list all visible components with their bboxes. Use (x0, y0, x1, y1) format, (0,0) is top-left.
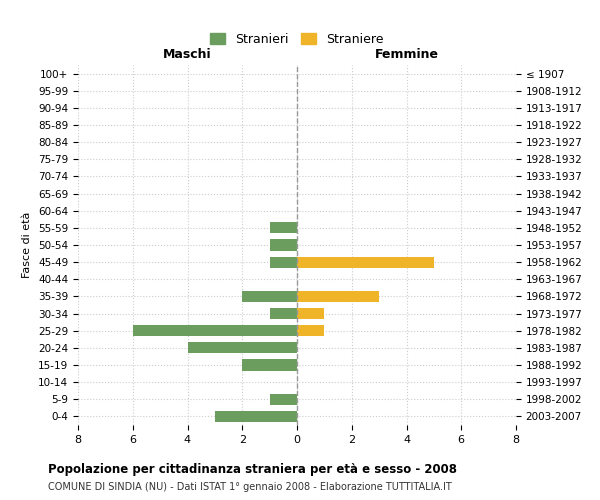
Text: COMUNE DI SINDIA (NU) - Dati ISTAT 1° gennaio 2008 - Elaborazione TUTTITALIA.IT: COMUNE DI SINDIA (NU) - Dati ISTAT 1° ge… (48, 482, 452, 492)
Text: Maschi: Maschi (163, 48, 212, 62)
Bar (242, 291, 297, 302)
Bar (297, 308, 325, 319)
Bar (215, 411, 297, 422)
Y-axis label: Anni di nascita: Anni di nascita (599, 204, 600, 286)
Bar (297, 325, 325, 336)
Text: Popolazione per cittadinanza straniera per età e sesso - 2008: Popolazione per cittadinanza straniera p… (48, 462, 457, 475)
Bar (187, 342, 297, 353)
Bar (297, 256, 434, 268)
Y-axis label: Fasce di età: Fasce di età (22, 212, 32, 278)
Text: Femmine: Femmine (374, 48, 439, 62)
Bar (269, 256, 297, 268)
Bar (269, 222, 297, 234)
Bar (297, 291, 379, 302)
Legend: Stranieri, Straniere: Stranieri, Straniere (205, 28, 389, 51)
Bar (269, 308, 297, 319)
Bar (269, 394, 297, 405)
Bar (269, 240, 297, 250)
Bar (242, 360, 297, 370)
Bar (133, 325, 297, 336)
